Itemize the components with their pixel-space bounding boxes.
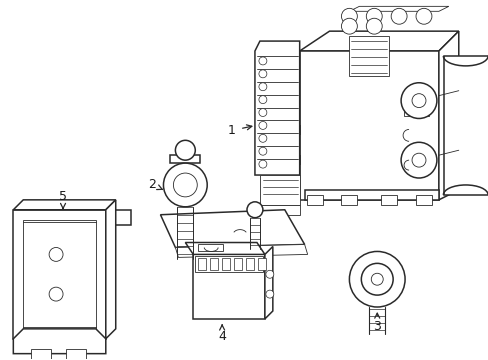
Circle shape (341, 8, 357, 24)
Circle shape (411, 94, 425, 108)
Circle shape (265, 270, 273, 278)
Text: 2: 2 (148, 179, 156, 192)
Circle shape (265, 290, 273, 298)
Polygon shape (13, 200, 116, 210)
Polygon shape (195, 256, 263, 272)
Polygon shape (222, 258, 230, 270)
Polygon shape (234, 258, 242, 270)
Polygon shape (260, 175, 299, 205)
Polygon shape (66, 349, 86, 359)
Polygon shape (264, 247, 272, 319)
Polygon shape (254, 41, 299, 175)
Circle shape (49, 287, 63, 301)
Circle shape (341, 18, 357, 34)
Circle shape (361, 264, 392, 295)
Polygon shape (13, 329, 105, 354)
Polygon shape (245, 258, 253, 270)
Polygon shape (299, 31, 458, 51)
Text: 5: 5 (59, 190, 67, 203)
Circle shape (246, 202, 263, 218)
Polygon shape (438, 31, 458, 200)
Polygon shape (349, 36, 388, 76)
Polygon shape (193, 255, 264, 319)
Circle shape (366, 18, 382, 34)
Polygon shape (299, 51, 438, 200)
Polygon shape (210, 258, 218, 270)
Polygon shape (341, 195, 357, 205)
Circle shape (258, 134, 266, 142)
Circle shape (175, 140, 195, 160)
Polygon shape (257, 258, 265, 270)
Circle shape (390, 8, 406, 24)
Circle shape (258, 70, 266, 78)
Circle shape (415, 8, 431, 24)
Polygon shape (403, 100, 428, 116)
Circle shape (411, 153, 425, 167)
Polygon shape (349, 6, 448, 11)
Polygon shape (198, 258, 206, 270)
Polygon shape (170, 155, 200, 163)
Circle shape (258, 147, 266, 155)
Polygon shape (260, 205, 299, 215)
Polygon shape (13, 210, 105, 339)
Polygon shape (185, 243, 264, 255)
Polygon shape (160, 210, 304, 247)
Polygon shape (381, 195, 396, 205)
Text: 4: 4 (218, 330, 225, 343)
Circle shape (173, 173, 197, 197)
Circle shape (258, 160, 266, 168)
Polygon shape (443, 56, 488, 195)
Polygon shape (306, 195, 322, 205)
Text: 3: 3 (372, 320, 381, 333)
Circle shape (49, 247, 63, 261)
Polygon shape (415, 195, 431, 205)
Polygon shape (31, 349, 51, 359)
Circle shape (370, 273, 383, 285)
Circle shape (258, 57, 266, 65)
Circle shape (258, 96, 266, 104)
Polygon shape (198, 244, 223, 251)
Circle shape (400, 142, 436, 178)
Circle shape (400, 83, 436, 118)
Polygon shape (175, 244, 307, 257)
Circle shape (258, 109, 266, 117)
Text: 1: 1 (228, 124, 236, 137)
Circle shape (258, 83, 266, 91)
Circle shape (349, 251, 404, 307)
Circle shape (163, 163, 207, 207)
Polygon shape (23, 220, 96, 329)
Polygon shape (304, 190, 438, 200)
Circle shape (258, 121, 266, 129)
Polygon shape (105, 200, 116, 339)
Circle shape (366, 8, 382, 24)
Polygon shape (105, 210, 130, 225)
